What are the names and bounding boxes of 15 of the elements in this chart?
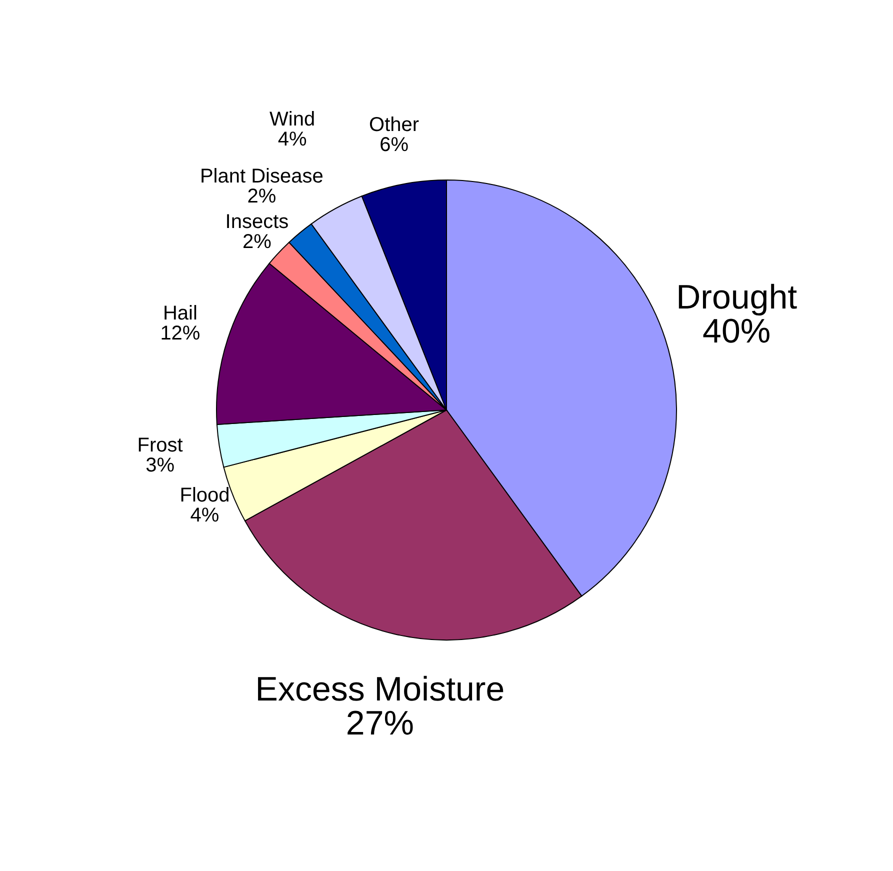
slice-label: Plant Disease: [200, 166, 324, 188]
data-label: 2%: [242, 231, 272, 254]
data-label: 6%: [380, 134, 409, 156]
data-label: 4%: [190, 504, 220, 527]
data-label: 4%: [278, 128, 308, 151]
data-label: 2%: [247, 186, 276, 208]
slice-label: Insects: [225, 211, 289, 234]
slice-label: Hail: [162, 302, 198, 324]
slice-label: Drought: [676, 278, 798, 317]
data-label: 3%: [146, 454, 175, 476]
data-label: 12%: [160, 322, 200, 344]
slice-label: Frost: [137, 434, 184, 456]
slice-label: Flood: [180, 484, 230, 507]
slice-label: Other: [369, 114, 420, 136]
slice-label: Wind: [270, 108, 316, 131]
